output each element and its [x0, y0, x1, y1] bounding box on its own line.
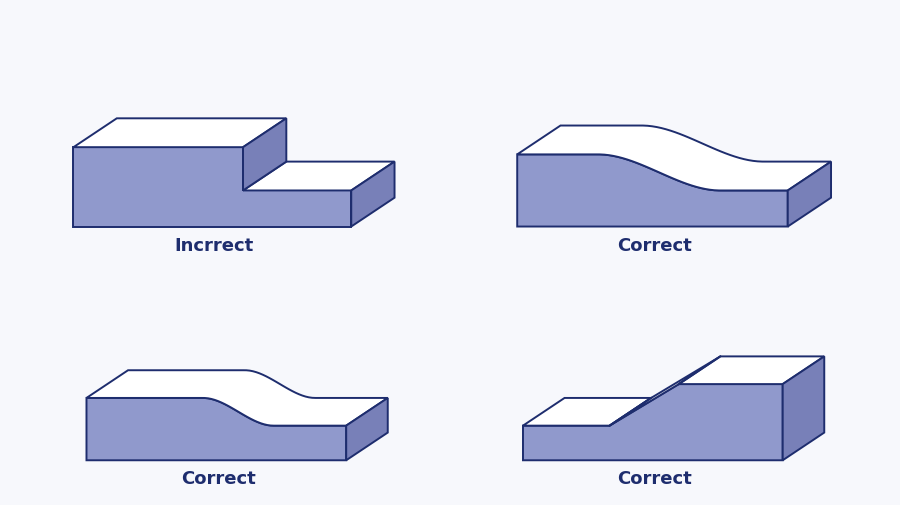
Text: Incrrect: Incrrect — [175, 237, 254, 256]
Text: Correct: Correct — [617, 470, 692, 488]
Polygon shape — [523, 398, 651, 426]
Polygon shape — [609, 357, 720, 426]
Polygon shape — [679, 357, 824, 384]
Polygon shape — [351, 162, 394, 227]
Polygon shape — [783, 357, 824, 460]
Polygon shape — [788, 162, 831, 227]
Text: Correct: Correct — [181, 470, 256, 488]
Polygon shape — [346, 398, 388, 460]
Polygon shape — [74, 147, 351, 227]
Text: Correct: Correct — [616, 237, 692, 256]
Polygon shape — [518, 155, 788, 227]
Polygon shape — [86, 398, 346, 460]
Polygon shape — [86, 370, 388, 426]
Polygon shape — [74, 118, 286, 147]
Polygon shape — [243, 162, 394, 190]
Polygon shape — [243, 118, 286, 190]
Polygon shape — [523, 384, 783, 460]
Polygon shape — [518, 126, 831, 190]
